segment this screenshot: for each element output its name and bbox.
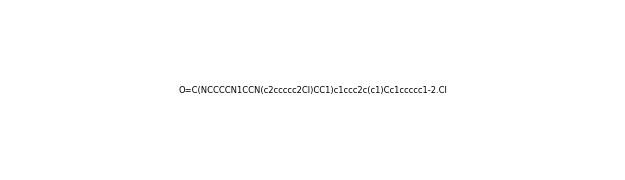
Text: O=C(NCCCCN1CCN(c2ccccc2Cl)CC1)c1ccc2c(c1)Cc1ccccc1-2.Cl: O=C(NCCCCN1CCN(c2ccccc2Cl)CC1)c1ccc2c(c1… xyxy=(178,86,447,94)
